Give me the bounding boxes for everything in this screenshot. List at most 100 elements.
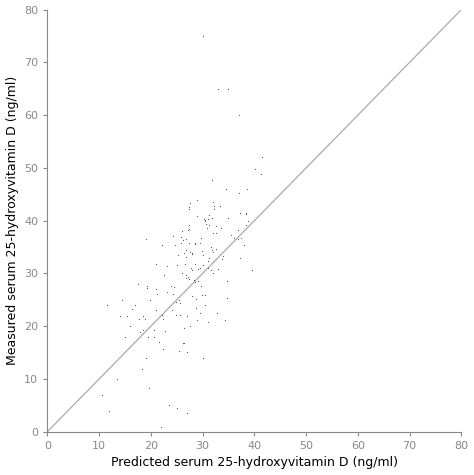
- Point: [216, 202, 223, 209]
- Point: [144, 282, 151, 290]
- Point: [185, 239, 192, 247]
- Point: [219, 256, 226, 263]
- Point: [230, 234, 238, 242]
- Point: [159, 345, 167, 352]
- Point: [152, 306, 160, 314]
- Point: [210, 206, 218, 213]
- Point: [152, 260, 160, 268]
- Point: [162, 327, 169, 334]
- Point: [235, 111, 243, 119]
- Point: [173, 404, 181, 412]
- Point: [204, 257, 212, 265]
- Point: [248, 266, 255, 274]
- Point: [214, 85, 222, 93]
- Point: [141, 315, 149, 323]
- Point: [170, 232, 177, 240]
- Point: [181, 249, 188, 257]
- Point: [180, 324, 188, 332]
- Point: [192, 304, 200, 312]
- Point: [237, 254, 244, 262]
- Point: [204, 216, 212, 223]
- Point: [210, 229, 217, 237]
- Point: [202, 220, 210, 228]
- Point: [228, 231, 235, 238]
- Point: [212, 245, 220, 252]
- Point: [219, 252, 227, 260]
- Point: [175, 296, 182, 304]
- Point: [150, 333, 158, 341]
- Point: [243, 210, 250, 218]
- Point: [244, 218, 252, 225]
- Point: [188, 250, 196, 258]
- Point: [201, 291, 209, 298]
- Point: [208, 266, 215, 274]
- Point: [150, 326, 157, 333]
- Point: [197, 309, 204, 317]
- Point: [179, 340, 186, 347]
- Point: [212, 222, 219, 230]
- Point: [215, 265, 222, 273]
- Point: [179, 269, 186, 276]
- Point: [213, 229, 220, 237]
- Point: [142, 235, 150, 243]
- Point: [157, 423, 165, 430]
- Point: [189, 292, 196, 300]
- Point: [134, 280, 142, 288]
- Point: [182, 247, 189, 254]
- Point: [167, 282, 175, 290]
- Point: [189, 249, 196, 256]
- Point: [185, 226, 192, 233]
- Point: [185, 221, 193, 229]
- Point: [190, 276, 197, 284]
- Point: [177, 239, 185, 247]
- Point: [210, 269, 217, 276]
- Point: [204, 319, 212, 326]
- Point: [208, 215, 216, 222]
- Point: [208, 246, 215, 254]
- X-axis label: Predicted serum 25-hydroxyvitamin D (ng/ml): Predicted serum 25-hydroxyvitamin D (ng/…: [111, 456, 398, 469]
- Point: [235, 190, 243, 197]
- Point: [173, 298, 180, 306]
- Point: [191, 239, 199, 247]
- Point: [201, 215, 208, 222]
- Point: [145, 333, 152, 341]
- Point: [158, 241, 166, 248]
- Point: [224, 214, 232, 221]
- Point: [121, 333, 129, 341]
- Point: [139, 312, 147, 320]
- Point: [194, 266, 202, 273]
- Point: [139, 326, 147, 334]
- Point: [208, 176, 216, 183]
- Point: [242, 221, 249, 228]
- Y-axis label: Measured serum 25-hydroxyvitamin D (ng/ml): Measured serum 25-hydroxyvitamin D (ng/m…: [6, 76, 18, 365]
- Point: [177, 233, 184, 241]
- Point: [218, 225, 225, 232]
- Point: [116, 312, 124, 320]
- Point: [172, 311, 180, 318]
- Point: [106, 407, 113, 415]
- Point: [186, 322, 194, 330]
- Point: [183, 348, 191, 356]
- Point: [201, 217, 209, 224]
- Point: [191, 240, 198, 248]
- Point: [143, 284, 151, 292]
- Point: [118, 296, 126, 304]
- Point: [186, 199, 193, 207]
- Point: [142, 354, 149, 362]
- Point: [221, 316, 228, 324]
- Point: [201, 302, 209, 309]
- Point: [205, 211, 213, 218]
- Point: [198, 291, 206, 299]
- Point: [131, 301, 139, 309]
- Point: [182, 271, 190, 278]
- Point: [236, 209, 244, 217]
- Point: [185, 275, 192, 283]
- Point: [173, 262, 181, 269]
- Point: [146, 296, 154, 304]
- Point: [160, 316, 167, 323]
- Point: [225, 85, 232, 93]
- Point: [163, 262, 171, 270]
- Point: [198, 247, 206, 255]
- Point: [209, 199, 217, 206]
- Point: [138, 365, 146, 373]
